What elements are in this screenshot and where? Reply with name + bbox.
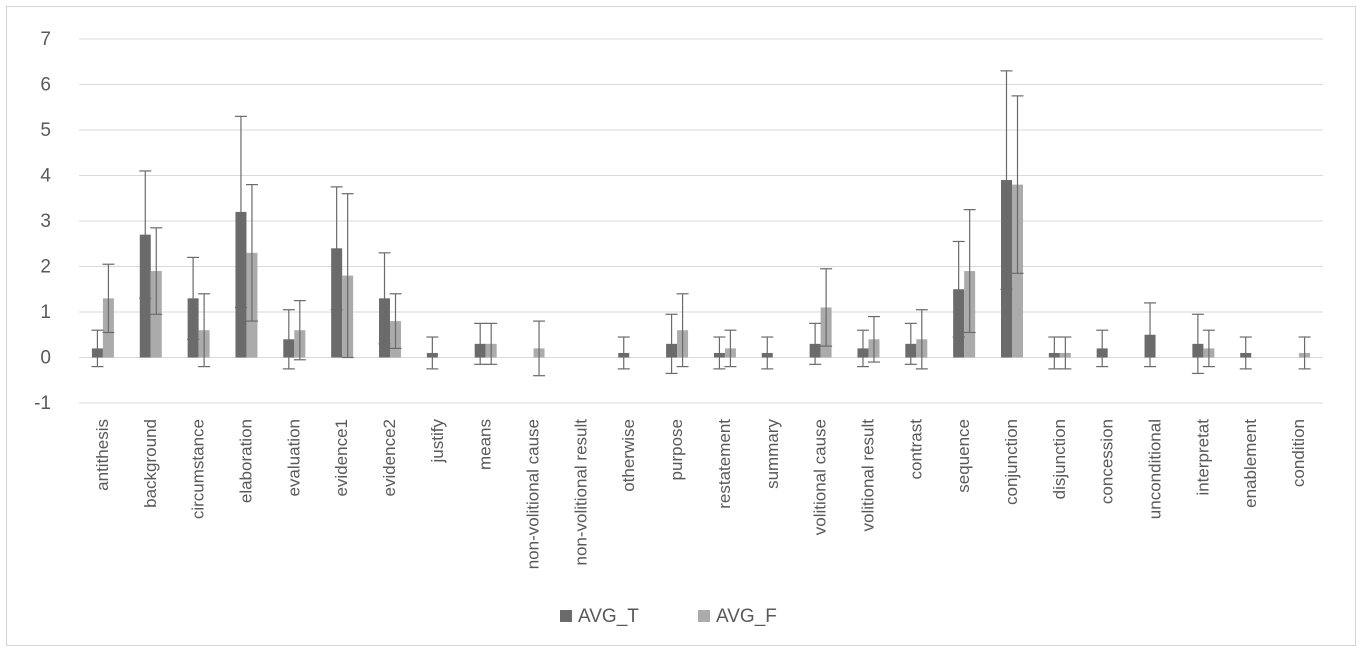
x-tick-label: evidence1 bbox=[332, 419, 351, 497]
error-bar-avg-t bbox=[809, 322, 822, 365]
error-bar-avg-f bbox=[150, 227, 163, 315]
error-bar-avg-t bbox=[856, 329, 869, 368]
error-bars bbox=[91, 70, 1311, 377]
x-tick-label: non-volitional result bbox=[571, 419, 590, 566]
x-tick-label: interpretat bbox=[1193, 419, 1212, 496]
error-bar-avg-t bbox=[904, 322, 917, 365]
error-bar-avg-t bbox=[952, 240, 965, 338]
error-bar-avg-f bbox=[102, 263, 115, 334]
error-bar-avg-t bbox=[1048, 336, 1061, 370]
legend: AVG_T AVG_F bbox=[560, 606, 777, 627]
x-tick-label: summary bbox=[763, 419, 782, 489]
error-bar-avg-f bbox=[915, 309, 928, 370]
error-bar-avg-t bbox=[187, 256, 200, 340]
error-bar-avg-t bbox=[474, 322, 487, 365]
error-bar-avg-f bbox=[1202, 329, 1215, 368]
error-bar-avg-t bbox=[713, 336, 726, 370]
y-tick-label: 0 bbox=[40, 348, 51, 369]
x-tick-label: concession bbox=[1098, 419, 1117, 504]
error-bar-avg-t bbox=[234, 115, 247, 309]
error-bar-avg-f bbox=[533, 320, 546, 377]
error-bar-avg-t bbox=[1239, 336, 1252, 370]
x-tick-label: justify bbox=[428, 419, 447, 464]
error-bar-avg-f bbox=[293, 300, 306, 361]
x-axis-labels: antithesis background circumstance elaborat… bbox=[93, 419, 1308, 570]
error-bar-avg-t bbox=[665, 313, 678, 375]
x-tick-label: elaboration bbox=[236, 419, 255, 503]
error-bar-avg-f bbox=[676, 293, 689, 368]
error-bar-avg-t bbox=[617, 336, 630, 370]
y-tick-label: -1 bbox=[34, 393, 51, 414]
error-bar-avg-t bbox=[426, 336, 439, 370]
error-bar-avg-t bbox=[282, 309, 295, 370]
error-bar-avg-f bbox=[245, 184, 258, 322]
legend-swatch-avg-f bbox=[698, 610, 710, 622]
x-tick-label: evidence2 bbox=[380, 419, 399, 497]
y-tick-label: 4 bbox=[40, 166, 51, 187]
legend-label-avg-f: AVG_F bbox=[716, 606, 777, 627]
x-tick-label: purpose bbox=[667, 419, 686, 480]
y-tick-label: 7 bbox=[40, 29, 51, 50]
x-tick-label: evaluation bbox=[284, 419, 303, 497]
error-bar-avg-t bbox=[1000, 70, 1013, 290]
bars bbox=[91, 180, 1311, 358]
x-tick-label: means bbox=[476, 419, 495, 470]
x-tick-label: contrast bbox=[906, 419, 925, 480]
x-tick-label: antithesis bbox=[93, 419, 112, 491]
error-bar-avg-f bbox=[485, 322, 498, 365]
x-tick-label: volitional cause bbox=[811, 419, 830, 535]
error-bar-avg-t bbox=[378, 252, 391, 345]
x-tick-label: volitional result bbox=[858, 419, 877, 532]
error-bar-avg-t bbox=[1191, 313, 1204, 375]
x-tick-label: sequence bbox=[954, 419, 973, 493]
x-tick-label: background bbox=[141, 419, 160, 508]
error-bar-avg-t bbox=[330, 186, 343, 311]
x-tick-label: restatement bbox=[715, 419, 734, 509]
error-bar-avg-f bbox=[1059, 336, 1072, 370]
error-bar-avg-f bbox=[341, 193, 354, 359]
x-tick-label: condition bbox=[1289, 419, 1308, 487]
error-bar-avg-f bbox=[1011, 95, 1024, 274]
gridlines bbox=[79, 38, 1323, 404]
x-tick-label: disjunction bbox=[1050, 419, 1069, 499]
chart-frame: -1 0 1 2 3 4 5 6 7 antithesis background circumsta… bbox=[6, 6, 1356, 646]
bar-chart: -1 0 1 2 3 4 5 6 7 antithesis background circumsta… bbox=[34, 29, 1323, 627]
x-tick-label: unconditional bbox=[1146, 419, 1165, 519]
error-bar-avg-t bbox=[1096, 329, 1109, 368]
y-tick-label: 2 bbox=[40, 257, 51, 278]
y-tick-label: 6 bbox=[40, 75, 51, 96]
error-bar-avg-t bbox=[91, 329, 104, 368]
x-tick-label: enablement bbox=[1241, 419, 1260, 508]
legend-swatch-avg-t bbox=[560, 610, 572, 622]
error-bar-avg-t bbox=[761, 336, 774, 370]
x-tick-label: otherwise bbox=[619, 419, 638, 492]
error-bar-avg-f bbox=[198, 293, 211, 368]
y-tick-label: 5 bbox=[40, 120, 51, 141]
y-tick-label: 1 bbox=[40, 302, 51, 323]
error-bar-avg-t bbox=[139, 170, 152, 299]
error-bar-avg-t bbox=[1144, 302, 1157, 368]
x-tick-label: conjunction bbox=[1002, 419, 1021, 505]
y-axis-ticks: -1 0 1 2 3 4 5 6 7 bbox=[34, 29, 51, 414]
error-bar-avg-f bbox=[820, 268, 833, 347]
x-tick-label: circumstance bbox=[189, 419, 208, 519]
error-bar-avg-f bbox=[963, 209, 976, 334]
y-tick-label: 3 bbox=[40, 211, 51, 232]
error-bar-avg-f bbox=[724, 329, 737, 368]
error-bar-avg-f bbox=[867, 315, 880, 363]
legend-label-avg-t: AVG_T bbox=[578, 606, 639, 627]
x-tick-label: non-volitional cause bbox=[524, 419, 543, 569]
error-bar-avg-f bbox=[389, 293, 402, 349]
error-bar-avg-f bbox=[1298, 336, 1311, 370]
